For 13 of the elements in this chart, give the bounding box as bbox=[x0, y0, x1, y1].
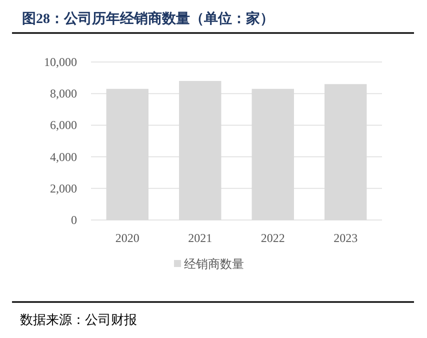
y-tick-label: 2,000 bbox=[50, 181, 77, 196]
x-tick-label: 2022 bbox=[260, 231, 285, 245]
y-tick-label: 0 bbox=[71, 213, 77, 227]
y-tick-label: 10,000 bbox=[44, 55, 77, 69]
x-tick-label: 2021 bbox=[188, 231, 212, 245]
x-tick-label: 2020 bbox=[115, 231, 140, 245]
x-tick-label: 2023 bbox=[334, 231, 358, 245]
y-tick-label: 4,000 bbox=[50, 150, 77, 164]
y-tick-label: 8,000 bbox=[50, 86, 77, 101]
legend-label: 经销商数量 bbox=[184, 257, 244, 271]
source-note: 数据来源：公司财报 bbox=[20, 312, 137, 327]
y-tick-label: 6,000 bbox=[50, 118, 77, 132]
chart-title: 图28：公司历年经销商数量（单位：家） bbox=[22, 10, 274, 27]
